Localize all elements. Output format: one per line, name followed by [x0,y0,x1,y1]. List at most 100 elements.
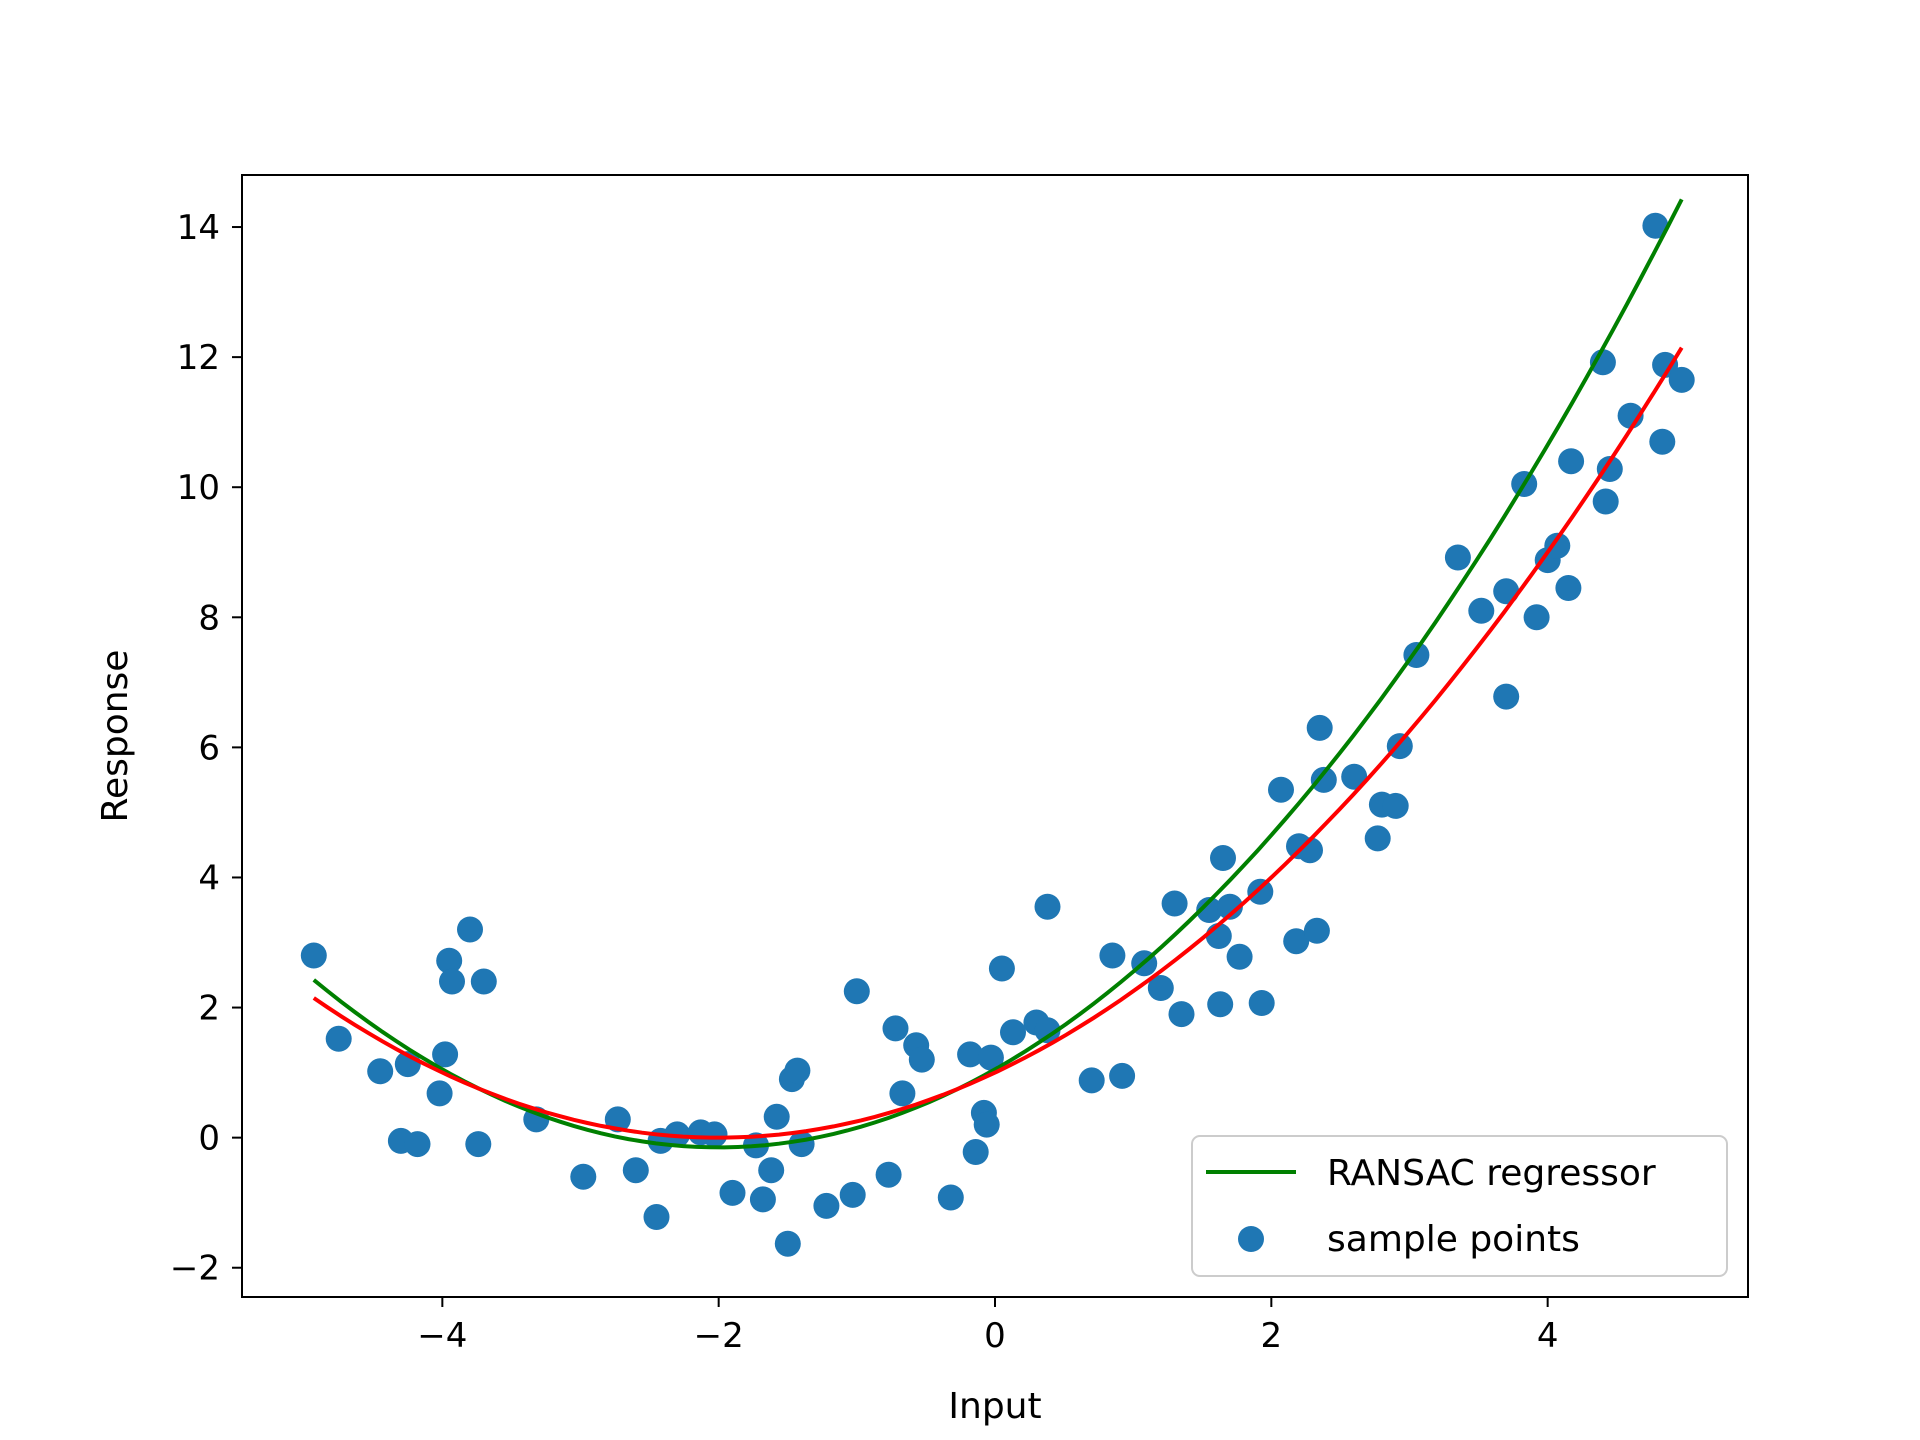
sample-point [973,1111,1000,1138]
sample-point [875,1161,902,1188]
x-tick-label: 4 [1537,1316,1559,1356]
y-tick-label: 14 [177,208,220,248]
sample-point [1310,766,1337,793]
sample-point [908,1046,935,1073]
sample-point [1247,878,1274,905]
sample-point [436,947,463,974]
y-tick-label: 12 [177,338,220,378]
sample-point [1034,893,1061,920]
sample-point [1078,1067,1105,1094]
sample-point [570,1163,597,1190]
sample-point [763,1103,790,1130]
legend: RANSAC regressor sample points [1191,1135,1728,1277]
sample-point [843,978,870,1005]
sample-point [1555,575,1582,601]
sample-point [457,916,483,943]
sample-point [1303,917,1330,944]
sample-point [1207,991,1234,1018]
sample-point [1226,943,1253,970]
sample-point [1668,366,1695,393]
sample-point [439,968,465,995]
sample-point [1210,845,1236,871]
sample-point [622,1157,649,1184]
sample-point [1147,975,1174,1001]
sample-point [1382,792,1409,819]
sample-point [1544,532,1571,559]
sample-point [839,1181,866,1208]
y-tick-label: 10 [177,468,220,508]
sample-point [1161,890,1188,917]
sample-point [1268,776,1294,803]
sample-point [1109,1062,1136,1089]
sample-point [988,955,1015,982]
legend-box [1191,1135,1728,1277]
sample-point [1523,604,1550,631]
sample-point [1558,448,1585,475]
sample-point [758,1157,785,1184]
legend-sample-point-swatch [1238,1226,1264,1252]
sample-point [404,1131,431,1158]
sample-point [470,968,497,995]
sample-point [325,1025,352,1052]
sample-point [1649,428,1676,455]
ransac-regressor-line [312,198,1684,1150]
sample-point [784,1057,811,1084]
sample-point [1341,763,1368,790]
y-axis-label: Response [95,650,136,823]
x-tick-label: −2 [694,1316,744,1356]
sample-point [937,1184,964,1211]
sample-point [1168,1001,1195,1028]
sample-point [719,1179,746,1206]
sample-point [889,1080,916,1107]
y-tick-label: 4 [198,858,220,898]
x-axis-label: Input [948,1386,1041,1427]
sample-point [962,1139,989,1165]
sample-point [813,1192,840,1219]
sample-point [432,1041,459,1068]
sample-point [643,1204,670,1230]
sample-point [749,1186,776,1213]
sample-point [1642,212,1669,239]
sample-point [1444,544,1471,571]
y-tick-label: 2 [198,989,220,1029]
sample-point [1493,683,1520,710]
sample-point [1652,351,1679,378]
y-tick-label: 0 [198,1119,220,1159]
sample-point [465,1131,492,1158]
plot-frame [241,174,1749,1298]
sample-point [1596,456,1623,482]
legend-label-sample-points: sample points [1327,1219,1580,1260]
y-tick-label: −2 [170,1249,220,1289]
plot-area [300,198,1695,1257]
sample-point [957,1041,984,1068]
sample-point [1592,488,1619,515]
sample-point [367,1058,394,1085]
sample-point [774,1230,801,1257]
sample-point [977,1044,1004,1071]
sample-point [426,1080,453,1107]
sample-point [1306,714,1333,741]
sample-point [1493,578,1520,605]
red-fit-line [312,346,1684,1140]
sample-point [1196,897,1223,923]
x-tick-label: −4 [417,1316,467,1356]
x-axis-ticks: −4 −2 0 2 4 [417,1297,1558,1356]
sample-point [1034,1017,1061,1044]
x-tick-label: 0 [984,1316,1006,1356]
sample-point [1283,928,1310,955]
y-tick-label: 6 [198,728,220,768]
x-tick-label: 2 [1261,1316,1283,1356]
sample-point [1099,942,1126,969]
sample-point [882,1015,909,1042]
sample-point [701,1121,728,1148]
sample-point [1216,893,1243,920]
y-tick-label: 8 [198,598,220,638]
sample-point [1000,1019,1026,1046]
y-axis-ticks: −2 0 2 4 6 8 10 12 14 [170,208,242,1289]
legend-label-ransac: RANSAC regressor [1327,1153,1656,1194]
sample-point [300,942,327,969]
sample-point [1364,825,1391,852]
sample-point [1468,597,1495,624]
sample-point [1248,990,1275,1016]
